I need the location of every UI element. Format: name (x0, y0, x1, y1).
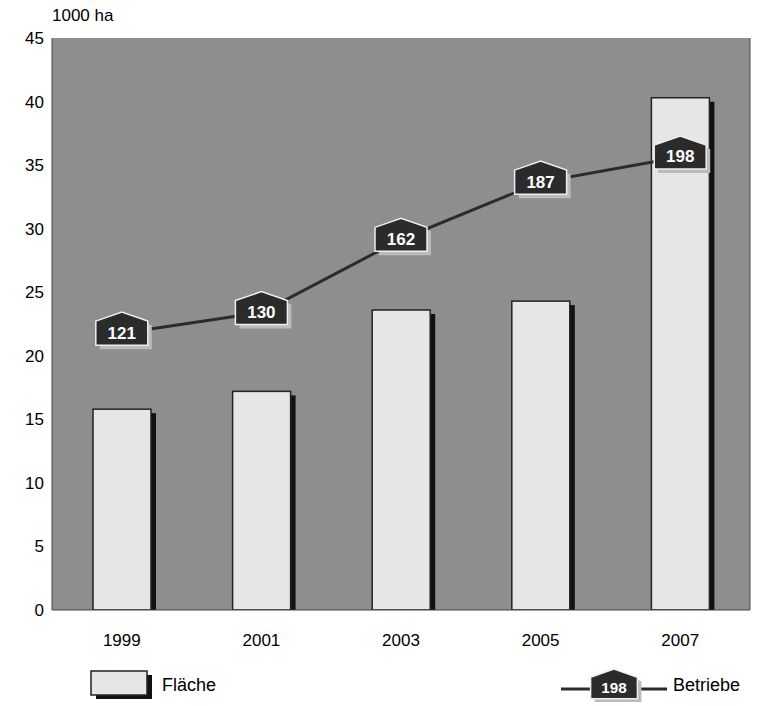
html-text:Betriebe: Betriebe (673, 674, 740, 695)
svg-text:45: 45 (25, 29, 44, 48)
html-text:Fläche: Fläche (162, 674, 216, 695)
svg-text:35: 35 (25, 156, 44, 175)
svg-text:2003: 2003 (382, 631, 420, 650)
html-text:1000 ha: 1000 ha (52, 6, 114, 25)
svg-text:1999: 1999 (103, 631, 141, 650)
svg-text:187: 187 (526, 173, 554, 192)
svg-text:0: 0 (35, 601, 44, 620)
svg-text:15: 15 (25, 410, 44, 429)
svg-text:40: 40 (25, 93, 44, 112)
svg-text:162: 162 (387, 230, 415, 249)
svg-text:130: 130 (247, 303, 275, 322)
svg-text:2005: 2005 (522, 631, 560, 650)
svg-text:198: 198 (666, 147, 694, 166)
svg-text:20: 20 (25, 347, 44, 366)
svg-text:198: 198 (601, 679, 627, 696)
svg-text:121: 121 (108, 324, 136, 343)
svg-text:2007: 2007 (661, 631, 699, 650)
svg-text:25: 25 (25, 283, 44, 302)
svg-text:30: 30 (25, 220, 44, 239)
svg-text:5: 5 (35, 537, 44, 556)
svg-text:2001: 2001 (242, 631, 280, 650)
svg-text:10: 10 (25, 474, 44, 493)
